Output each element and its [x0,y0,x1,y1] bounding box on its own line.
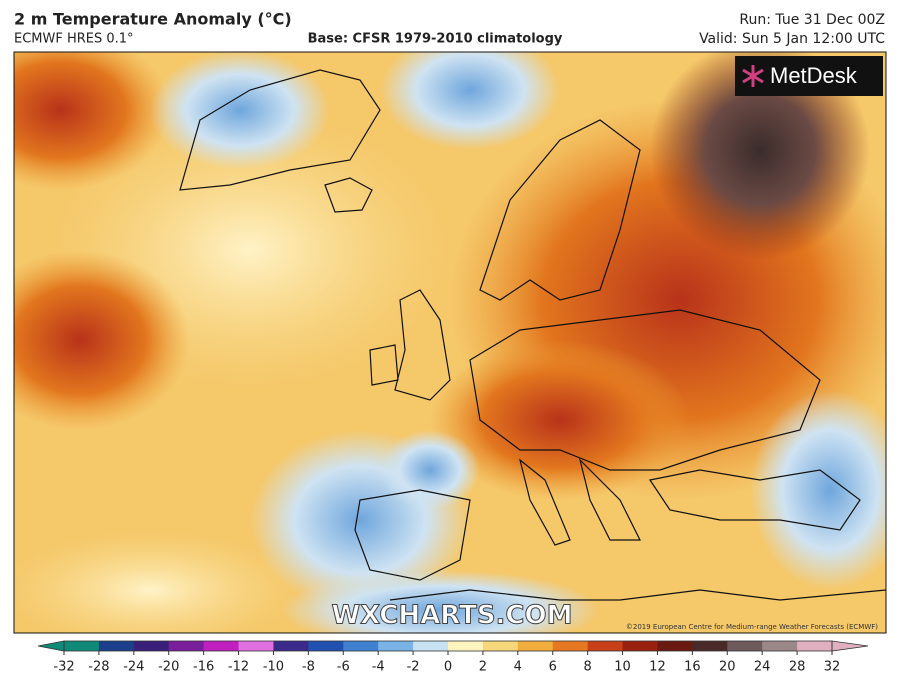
colorbar-segment [587,641,624,651]
colorbar-segment [692,641,728,651]
colorbar-tick-label: -12 [228,660,249,675]
map-frame [13,51,887,634]
colorbar-segment [448,641,484,651]
colorbar-segment [273,641,309,651]
colorbar-tick-label: 20 [719,660,736,675]
colorbar-segment [133,641,170,651]
colorbar-segment [727,641,763,651]
run: Run: Tue 31 Dec 00Z [739,12,885,28]
watermark: WXCHARTS.COM [331,601,572,631]
colorbar-arrow-high [831,640,869,652]
colorbar-tick-label: 28 [789,660,806,675]
colorbar-tick-label: -32 [53,660,74,675]
colorbar-tick-label: 0 [444,660,452,675]
colorbar-segment [343,641,379,651]
colorbar-segment [308,641,344,651]
colorbar-tick-label: -4 [372,660,385,675]
colorbar-arrow-low [37,640,65,652]
map: MetDesk WXCHARTS.COM ©2019 European Cent… [14,52,886,633]
base: Base: CFSR 1979-2010 climatology [308,32,563,47]
colorbar-tick-label: 6 [549,660,557,675]
colorbar-segment [168,641,205,651]
colorbar-tick-label: -2 [407,660,420,675]
logo: MetDesk [770,63,858,88]
colorbar-tick-label: 4 [514,660,522,675]
colorbar-segment [517,641,554,651]
title: 2 m Temperature Anomaly (°C) [14,10,292,29]
colorbar-tick-label: -8 [302,660,315,675]
colorbar-segment [98,641,135,651]
colorbar: -32 -28 -24 -20 -16 -12 -10 -8 -6 -4 -2 0 2 4 6 8 10 12 16… [37,640,869,675]
colorbar-tick-label: 24 [754,660,771,675]
colorbar-tick-label: -24 [123,660,144,675]
colorbar-tick-label: 10 [614,660,631,675]
colorbar-tick-label: -6 [337,660,350,675]
logo-icon [742,65,764,87]
colorbar-tick-label: 12 [649,660,666,675]
colorbar-segment [203,641,240,651]
colorbar-segment [657,641,693,651]
colorbar-tick-label: 2 [479,660,487,675]
copyright: ©2019 European Centre for Medium-range W… [626,623,878,631]
colorbar-segment [552,641,589,651]
colorbar-segment [64,641,100,651]
colorbar-tick-label: -28 [88,660,109,675]
colorbar-segment [797,641,833,651]
colorbar-tick-label: 8 [583,660,591,675]
colorbar-segment [238,641,274,651]
colorbar-segment [378,641,414,651]
colorbar-tick-label: -16 [193,660,214,675]
colorbar-segment [482,641,519,651]
model: ECMWF HRES 0.1° [14,32,134,47]
colorbar-tick-label: -10 [263,660,284,675]
colorbar-tick-label: 32 [824,660,841,675]
valid: Valid: Sun 5 Jan 12:00 UTC [699,31,885,47]
colorbar-tick-label: -20 [158,660,179,675]
colorbar-tick-label: 16 [684,660,701,675]
colorbar-segment [413,641,449,651]
colorbar-segment [622,641,658,651]
colorbar-segment [762,641,798,651]
logo-box [735,56,883,96]
